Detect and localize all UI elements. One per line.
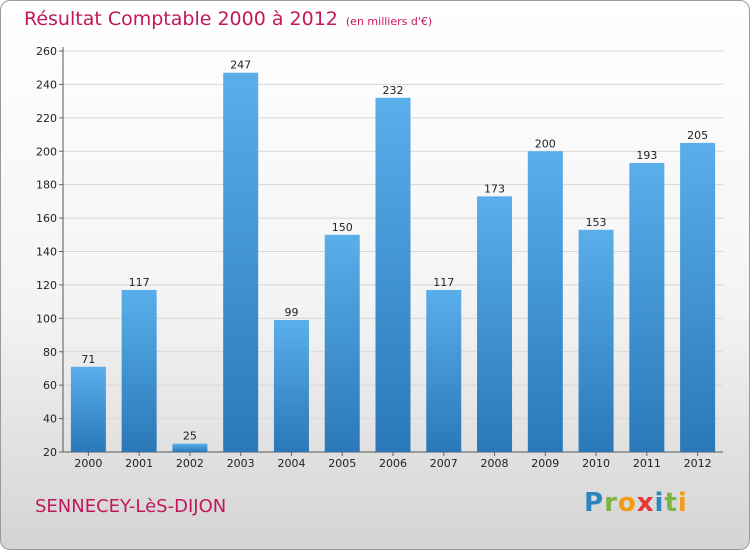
x-tick-label: 2008 (481, 457, 509, 470)
x-tick-label: 2004 (277, 457, 305, 470)
bar-value-label: 99 (284, 306, 298, 319)
x-tick-label: 2009 (531, 457, 559, 470)
bar (680, 142, 716, 453)
y-tick-label: 40 (43, 413, 57, 426)
x-tick-label: 2011 (633, 457, 661, 470)
bar-value-label: 117 (129, 276, 150, 289)
bar (629, 162, 665, 452)
logo-letter: r (604, 488, 618, 518)
x-tick-label: 2003 (227, 457, 255, 470)
bar-value-label: 205 (687, 129, 708, 142)
bar-value-label: 25 (183, 430, 197, 443)
x-tick-label: 2006 (379, 457, 407, 470)
logo-letter: P (584, 488, 605, 518)
chart-subtitle: (en milliers d'€) (345, 15, 433, 28)
bar (273, 320, 309, 452)
x-tick-label: 2000 (74, 457, 102, 470)
chart-title: Résultat Comptable 2000 à 2012 (en millie… (24, 8, 432, 30)
y-tick-label: 220 (36, 112, 57, 125)
x-tick-label: 2005 (328, 457, 356, 470)
bar (70, 366, 106, 452)
logo-letter: i (677, 488, 688, 518)
x-tick-label: 2001 (125, 457, 153, 470)
y-tick-label: 160 (36, 212, 57, 225)
y-tick-label: 60 (43, 379, 57, 392)
y-tick-label: 200 (36, 145, 57, 158)
proxiti-logo: Proxiti (584, 488, 688, 518)
bar (527, 151, 563, 452)
logo-letter: t (664, 488, 678, 518)
y-tick-label: 240 (36, 78, 57, 91)
bar (477, 196, 513, 452)
x-tick-label: 2010 (582, 457, 610, 470)
bar-value-label: 117 (433, 276, 454, 289)
chart-title-main: Résultat Comptable 2000 à 2012 (24, 8, 338, 30)
y-tick-label: 100 (36, 312, 57, 325)
y-tick-label: 120 (36, 279, 57, 292)
bar-value-label: 232 (383, 84, 404, 97)
bar (172, 443, 208, 452)
bar-value-label: 150 (332, 221, 353, 234)
x-tick-label: 2002 (176, 457, 204, 470)
y-tick-label: 20 (43, 446, 57, 459)
y-tick-label: 180 (36, 179, 57, 192)
x-tick-label: 2007 (430, 457, 458, 470)
logo-letter: i (654, 488, 665, 518)
commune-name: SENNECEY-LèS-DIJON (35, 496, 227, 517)
bar (223, 72, 259, 453)
bar (324, 234, 360, 452)
y-tick-label: 260 (36, 45, 57, 58)
logo-letter: o (617, 488, 637, 518)
bar-value-label: 71 (81, 353, 95, 366)
bar-value-label: 247 (230, 59, 251, 72)
bar (426, 289, 462, 452)
y-tick-label: 140 (36, 246, 57, 259)
bar (578, 229, 614, 452)
bar-value-label: 193 (636, 149, 657, 162)
logo-letter: x (636, 488, 655, 518)
bar-value-label: 200 (535, 137, 556, 150)
bar (375, 97, 411, 453)
bar-value-label: 153 (586, 216, 607, 229)
bar-value-label: 173 (484, 182, 505, 195)
x-tick-label: 2012 (684, 457, 712, 470)
y-tick-label: 80 (43, 346, 57, 359)
bar (121, 289, 157, 452)
